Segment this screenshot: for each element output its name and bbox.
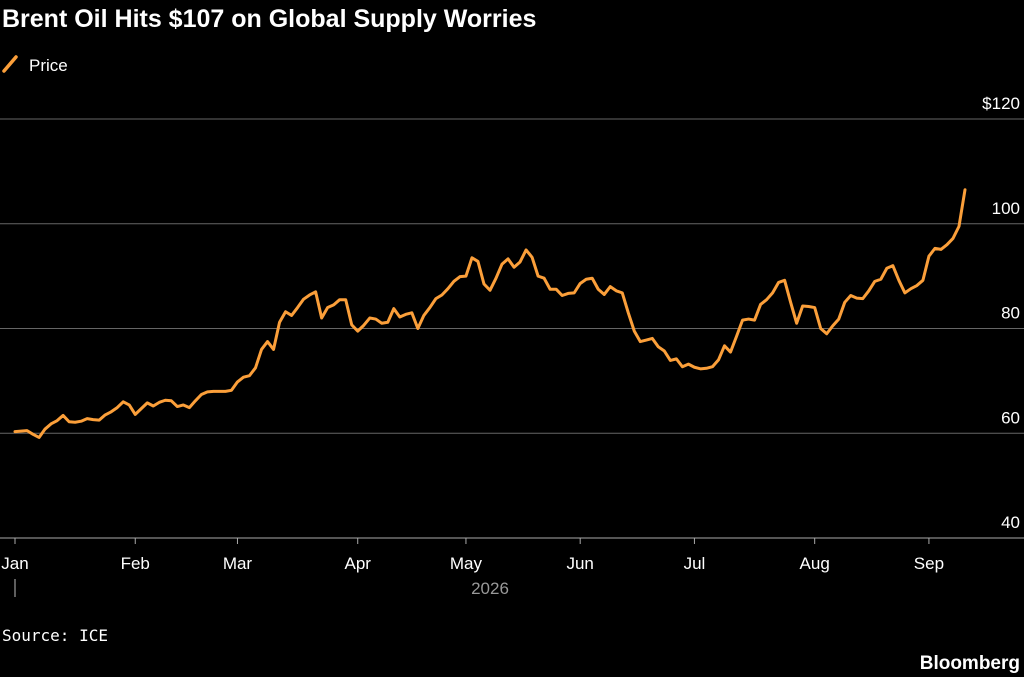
brand: Bloomberg (920, 653, 1020, 674)
source: Source: ICE (2, 626, 108, 645)
chart-title: Brent Oil Hits $107 on Global Supply Wor… (2, 5, 536, 33)
x-axis-label: 2026 (471, 579, 509, 598)
x-tick-label: Jul (684, 554, 706, 573)
x-tick-label: Jan (1, 554, 28, 573)
price-line (13, 188, 967, 439)
x-tick-label: Mar (223, 554, 253, 573)
legend-label: Price (29, 56, 68, 75)
x-tick-label: Aug (800, 554, 830, 573)
x-tick-label: Jun (566, 554, 593, 573)
x-tick-label: Feb (121, 554, 150, 573)
x-tick-label: Apr (344, 554, 371, 573)
y-tick-label: 100 (992, 199, 1020, 218)
y-tick-label: $120 (982, 94, 1020, 113)
y-tick-label: 60 (1001, 408, 1020, 427)
y-tick-label: 40 (1001, 513, 1020, 532)
x-tick-label: Sep (914, 554, 944, 573)
legend-swatch (2, 55, 18, 73)
y-tick-label: 80 (1001, 304, 1020, 323)
x-tick-label: May (450, 554, 483, 573)
